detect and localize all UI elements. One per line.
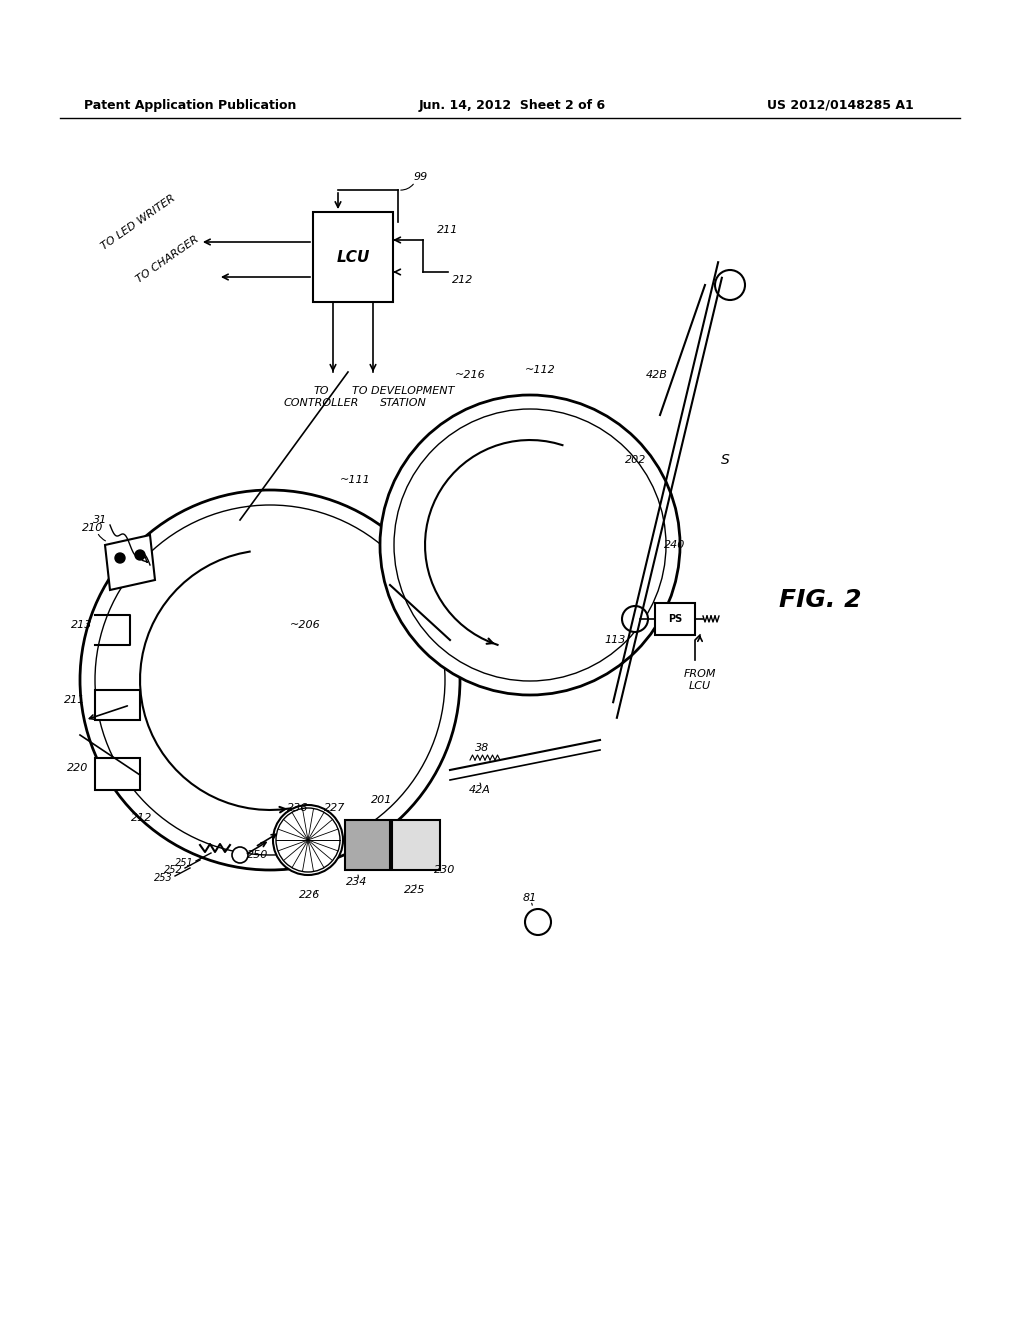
Text: 38: 38 bbox=[475, 743, 489, 752]
Text: 240: 240 bbox=[665, 540, 686, 550]
Text: 201: 201 bbox=[372, 795, 392, 805]
Text: 220: 220 bbox=[68, 763, 89, 774]
Text: ~111: ~111 bbox=[340, 475, 371, 484]
Text: Jun. 14, 2012  Sheet 2 of 6: Jun. 14, 2012 Sheet 2 of 6 bbox=[419, 99, 605, 111]
Text: TO LED WRITER: TO LED WRITER bbox=[99, 193, 177, 251]
Circle shape bbox=[232, 847, 248, 863]
Text: 113: 113 bbox=[604, 635, 626, 645]
Text: 213: 213 bbox=[72, 620, 93, 630]
Text: 251: 251 bbox=[175, 858, 194, 869]
Circle shape bbox=[95, 506, 445, 855]
Circle shape bbox=[273, 805, 343, 875]
Text: 234: 234 bbox=[346, 876, 368, 887]
Text: Patent Application Publication: Patent Application Publication bbox=[84, 99, 296, 111]
Polygon shape bbox=[105, 535, 155, 590]
Circle shape bbox=[135, 550, 145, 560]
Bar bbox=[392, 820, 440, 870]
Circle shape bbox=[715, 271, 745, 300]
Circle shape bbox=[80, 490, 460, 870]
Text: 42B: 42B bbox=[646, 370, 668, 380]
Text: ~112: ~112 bbox=[524, 366, 555, 375]
Text: LCU: LCU bbox=[336, 249, 370, 264]
Text: 250: 250 bbox=[248, 850, 268, 861]
Polygon shape bbox=[95, 690, 140, 719]
Circle shape bbox=[525, 909, 551, 935]
Bar bbox=[655, 603, 695, 635]
Bar bbox=[313, 213, 393, 302]
Text: TO CHARGER: TO CHARGER bbox=[135, 234, 201, 284]
Text: S: S bbox=[721, 453, 729, 467]
Text: 236: 236 bbox=[288, 803, 308, 813]
Text: 225: 225 bbox=[404, 884, 426, 895]
Text: 31: 31 bbox=[93, 515, 108, 525]
Text: ~216: ~216 bbox=[455, 370, 485, 380]
Text: 226: 226 bbox=[299, 890, 321, 900]
Text: 212: 212 bbox=[453, 275, 474, 285]
Text: 81: 81 bbox=[523, 894, 538, 903]
Circle shape bbox=[276, 808, 340, 873]
Circle shape bbox=[622, 606, 648, 632]
Polygon shape bbox=[95, 758, 140, 789]
Text: 210: 210 bbox=[82, 523, 103, 533]
Text: PS: PS bbox=[668, 614, 682, 624]
Text: 99: 99 bbox=[414, 172, 428, 182]
Text: TO DEVELOPMENT
STATION: TO DEVELOPMENT STATION bbox=[352, 387, 455, 408]
Text: 202: 202 bbox=[626, 455, 647, 465]
Text: 253: 253 bbox=[154, 873, 172, 883]
Text: 252: 252 bbox=[164, 865, 182, 875]
Text: 212: 212 bbox=[131, 813, 153, 822]
Text: ~206: ~206 bbox=[290, 620, 321, 630]
Text: 211: 211 bbox=[437, 224, 459, 235]
Text: FIG. 2: FIG. 2 bbox=[778, 587, 861, 612]
Text: 227: 227 bbox=[325, 803, 346, 813]
Text: 230: 230 bbox=[434, 865, 456, 875]
Circle shape bbox=[115, 553, 125, 564]
Text: 42A: 42A bbox=[469, 785, 490, 795]
Circle shape bbox=[380, 395, 680, 696]
Circle shape bbox=[394, 409, 666, 681]
Text: 211: 211 bbox=[65, 696, 86, 705]
Text: FROM
LCU: FROM LCU bbox=[684, 669, 716, 690]
Bar bbox=[345, 820, 390, 870]
Text: TO
CONTROLLER: TO CONTROLLER bbox=[284, 387, 358, 408]
Text: US 2012/0148285 A1: US 2012/0148285 A1 bbox=[767, 99, 913, 111]
